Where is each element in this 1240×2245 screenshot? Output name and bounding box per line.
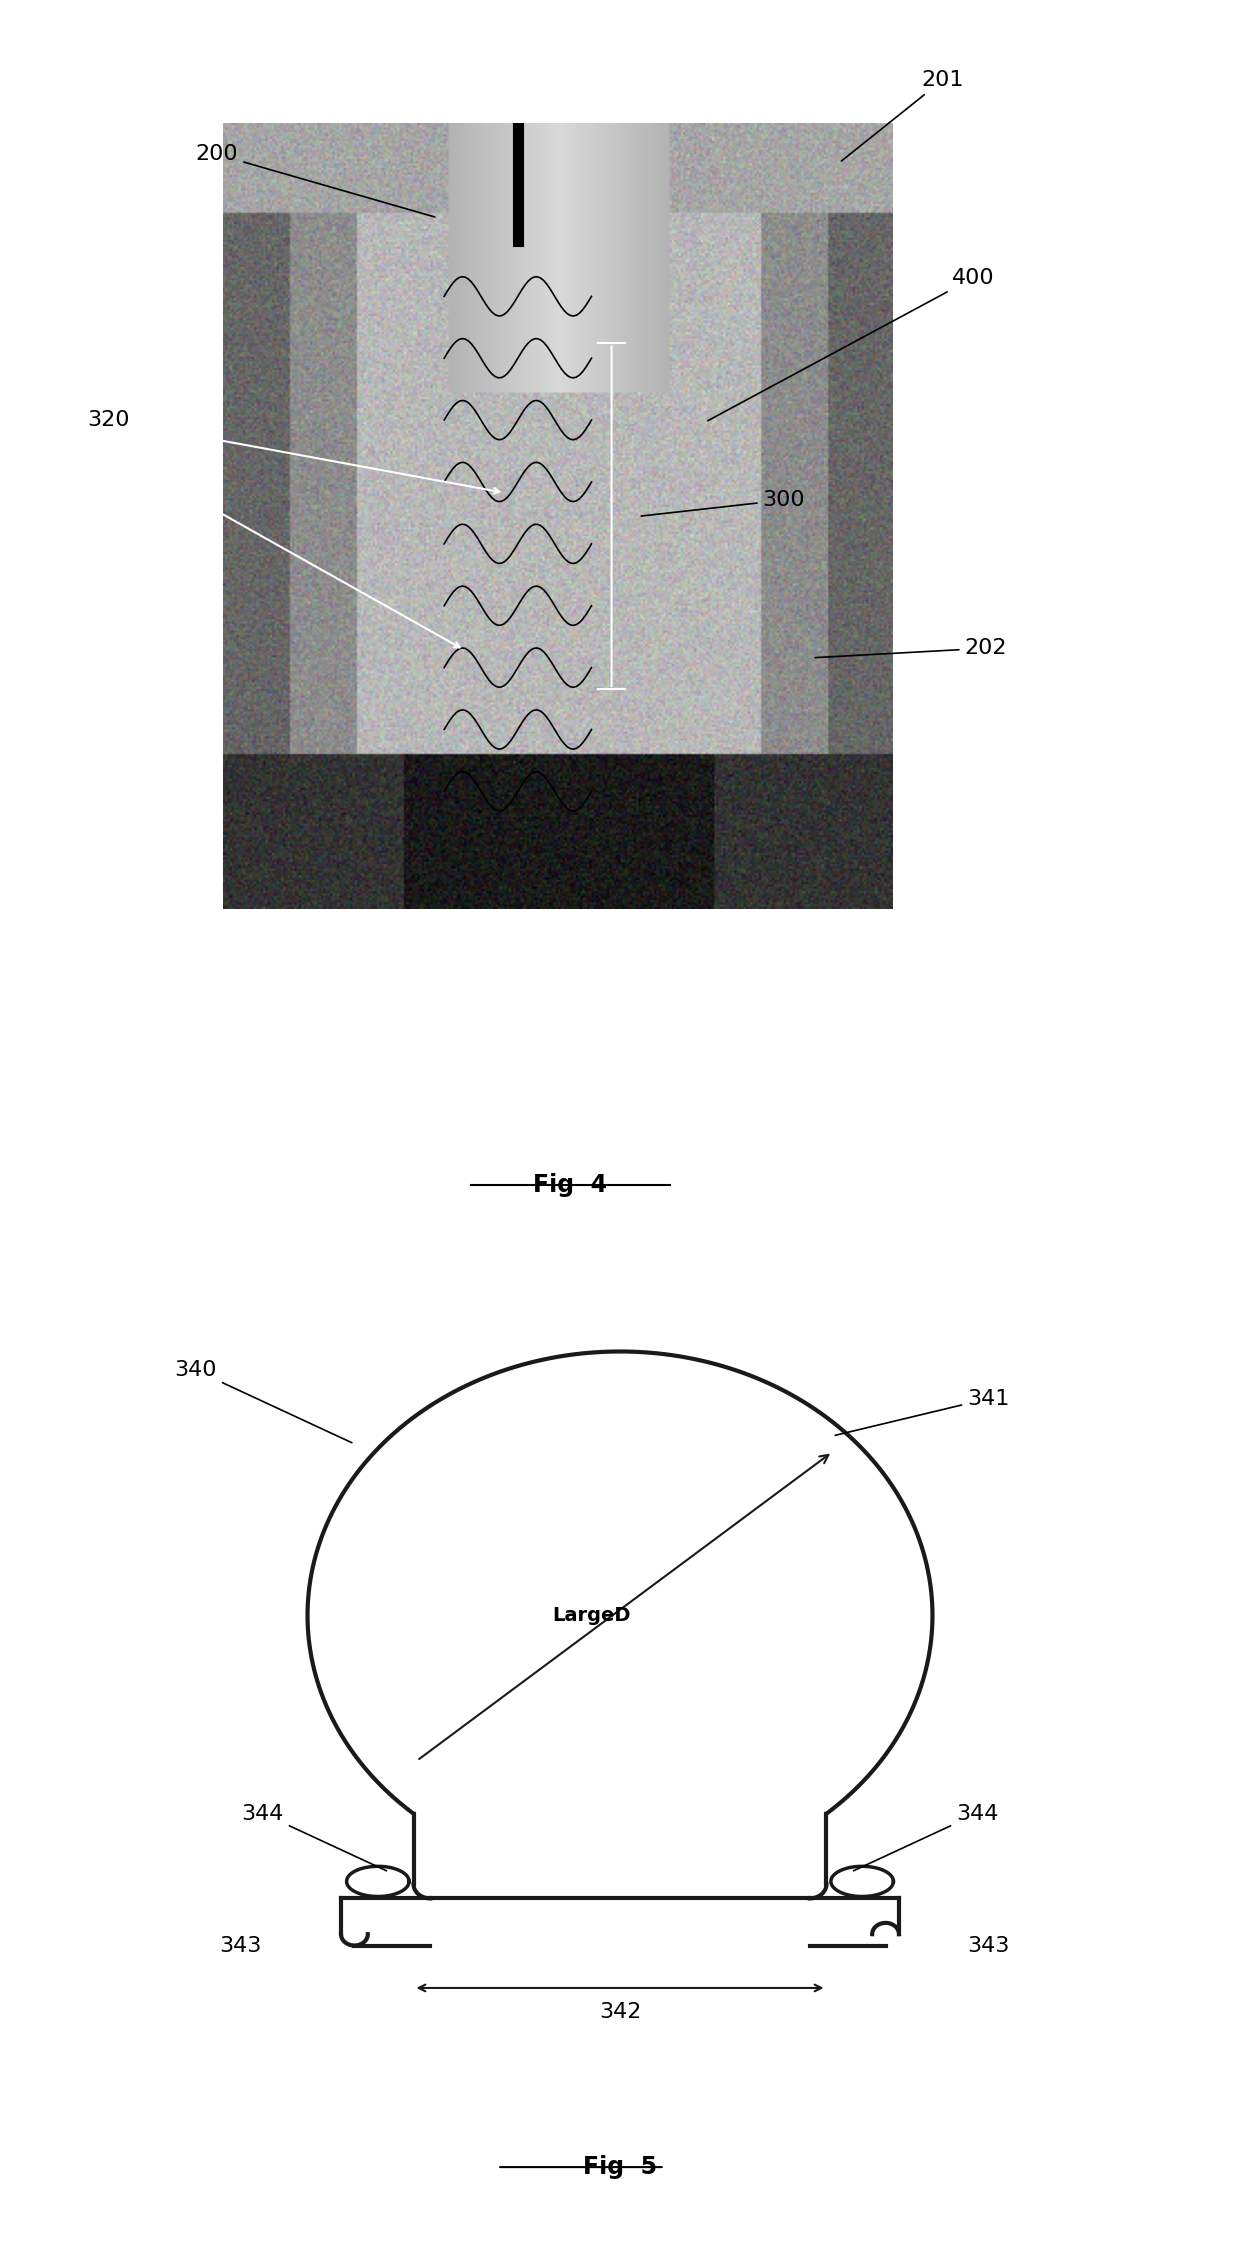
Text: LargeD: LargeD	[552, 1605, 630, 1625]
Text: 201: 201	[842, 70, 963, 162]
Text: 300: 300	[641, 489, 805, 516]
Text: 343: 343	[219, 1935, 262, 1955]
Text: 343: 343	[967, 1935, 1009, 1955]
Text: 200: 200	[196, 144, 435, 218]
Text: 344: 344	[242, 1803, 387, 1870]
Text: 341: 341	[836, 1390, 1009, 1435]
Text: 400: 400	[708, 267, 994, 420]
Text: 320: 320	[88, 411, 500, 494]
Text: Fig  4: Fig 4	[533, 1174, 608, 1197]
Text: 202: 202	[815, 638, 1007, 658]
Text: 344: 344	[853, 1803, 998, 1870]
Text: 340: 340	[175, 1360, 352, 1444]
Text: Fig  5: Fig 5	[583, 2155, 657, 2180]
Text: 342: 342	[599, 2003, 641, 2020]
